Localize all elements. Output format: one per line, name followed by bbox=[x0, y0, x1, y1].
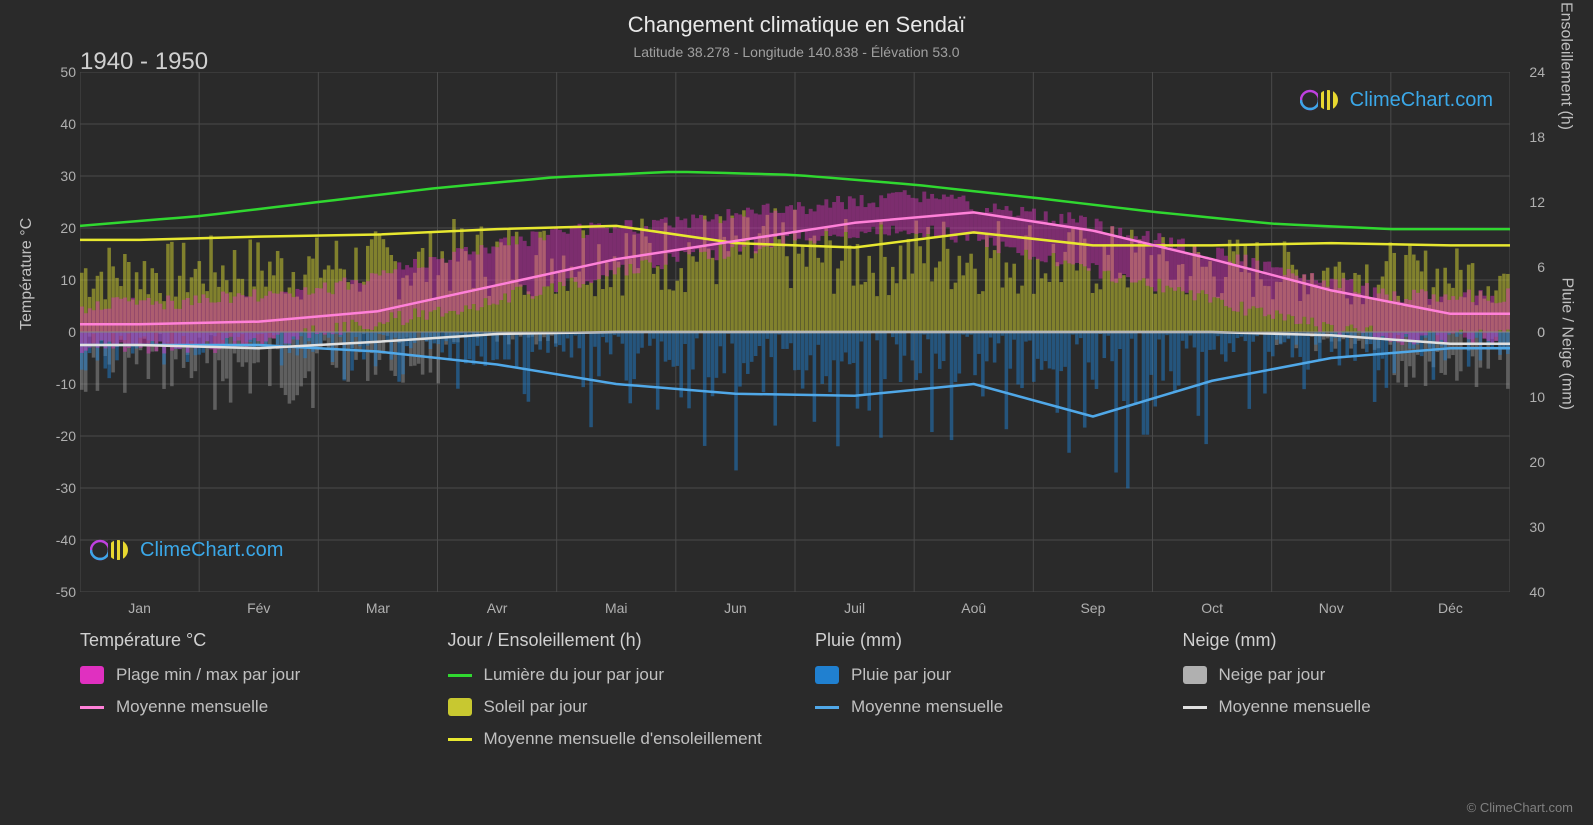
ytick-left: 20 bbox=[48, 220, 76, 236]
legend-label: Moyenne mensuelle bbox=[116, 697, 268, 717]
ytick-right-top: 24 bbox=[1529, 64, 1545, 80]
xtick: Oct bbox=[1201, 600, 1223, 616]
legend-swatch-icon bbox=[1183, 666, 1207, 684]
ytick-right-bot: 20 bbox=[1529, 454, 1545, 470]
ytick-right-bot: 10 bbox=[1529, 389, 1545, 405]
legend-line-icon bbox=[448, 674, 472, 677]
legend-label: Lumière du jour par jour bbox=[484, 665, 664, 685]
climate-chart-container: Changement climatique en Sendaï Latitude… bbox=[0, 0, 1593, 825]
legend-label: Neige par jour bbox=[1219, 665, 1326, 685]
watermark-top-right: ClimeChart.com bbox=[1300, 88, 1493, 112]
legend-item: Moyenne mensuelle bbox=[815, 697, 1143, 717]
legend-header: Pluie (mm) bbox=[815, 630, 1143, 651]
ytick-right-top: 12 bbox=[1529, 194, 1545, 210]
legend-item: Lumière du jour par jour bbox=[448, 665, 776, 685]
watermark-text: ClimeChart.com bbox=[1350, 89, 1493, 112]
legend-item: Neige par jour bbox=[1183, 665, 1511, 685]
legend-line-icon bbox=[448, 738, 472, 741]
chart-subtitle: Latitude 38.278 - Longitude 140.838 - Él… bbox=[0, 38, 1593, 60]
legend-line-icon bbox=[815, 706, 839, 709]
xtick: Juil bbox=[844, 600, 865, 616]
legend-label: Moyenne mensuelle bbox=[1219, 697, 1371, 717]
ytick-right-bot: 40 bbox=[1529, 584, 1545, 600]
xtick: Avr bbox=[487, 600, 508, 616]
y-axis-left-label: Température °C bbox=[18, 218, 36, 330]
chart-svg bbox=[80, 72, 1510, 592]
legend-item: Soleil par jour bbox=[448, 697, 776, 717]
ytick-left: 0 bbox=[48, 324, 76, 340]
ytick-left: -20 bbox=[48, 428, 76, 444]
ytick-right-top: 6 bbox=[1537, 259, 1545, 275]
xtick: Déc bbox=[1438, 600, 1463, 616]
y-axis-right-bot-label: Pluie / Neige (mm) bbox=[1557, 278, 1575, 410]
ytick-left: -30 bbox=[48, 480, 76, 496]
legend-swatch-icon bbox=[448, 698, 472, 716]
legend-column: Pluie (mm) Pluie par jour Moyenne mensuell… bbox=[815, 630, 1143, 761]
xtick: Mai bbox=[605, 600, 628, 616]
copyright: © ClimeChart.com bbox=[1467, 800, 1573, 815]
xtick: Aoû bbox=[961, 600, 986, 616]
legend-header: Jour / Ensoleillement (h) bbox=[448, 630, 776, 651]
xtick: Fév bbox=[247, 600, 270, 616]
ytick-left: -50 bbox=[48, 584, 76, 600]
chart-plot-area bbox=[80, 72, 1510, 592]
ytick-left: -10 bbox=[48, 376, 76, 392]
legend-item: Moyenne mensuelle bbox=[1183, 697, 1511, 717]
xtick: Sep bbox=[1080, 600, 1105, 616]
legend-swatch-icon bbox=[80, 666, 104, 684]
legend-column: Température °C Plage min / max par jour Mo… bbox=[80, 630, 408, 761]
ytick-left: 50 bbox=[48, 64, 76, 80]
legend: Température °C Plage min / max par jour Mo… bbox=[80, 630, 1510, 761]
watermark-text: ClimeChart.com bbox=[140, 539, 283, 562]
legend-column: Jour / Ensoleillement (h) Lumière du jour… bbox=[448, 630, 776, 761]
ytick-left: 10 bbox=[48, 272, 76, 288]
legend-label: Pluie par jour bbox=[851, 665, 951, 685]
watermark-bottom-left: ClimeChart.com bbox=[90, 538, 283, 562]
xtick: Jun bbox=[724, 600, 747, 616]
legend-line-icon bbox=[80, 706, 104, 709]
legend-item: Moyenne mensuelle bbox=[80, 697, 408, 717]
legend-column: Neige (mm) Neige par jour Moyenne mensuell… bbox=[1183, 630, 1511, 761]
xtick: Mar bbox=[366, 600, 390, 616]
legend-header: Neige (mm) bbox=[1183, 630, 1511, 651]
y-axis-right-top-label: Jour / Ensoleillement (h) bbox=[1557, 0, 1575, 130]
xtick: Nov bbox=[1319, 600, 1344, 616]
legend-line-icon bbox=[1183, 706, 1207, 709]
legend-label: Plage min / max par jour bbox=[116, 665, 300, 685]
legend-label: Moyenne mensuelle d'ensoleillement bbox=[484, 729, 762, 749]
ytick-right-top: 18 bbox=[1529, 129, 1545, 145]
legend-header: Température °C bbox=[80, 630, 408, 651]
xtick: Jan bbox=[128, 600, 151, 616]
chart-title: Changement climatique en Sendaï bbox=[0, 0, 1593, 38]
legend-item: Moyenne mensuelle d'ensoleillement bbox=[448, 729, 776, 749]
legend-item: Plage min / max par jour bbox=[80, 665, 408, 685]
ytick-left: -40 bbox=[48, 532, 76, 548]
ytick-left: 40 bbox=[48, 116, 76, 132]
ytick-right-bot: 0 bbox=[1537, 324, 1545, 340]
legend-label: Soleil par jour bbox=[484, 697, 588, 717]
legend-label: Moyenne mensuelle bbox=[851, 697, 1003, 717]
ytick-left: 30 bbox=[48, 168, 76, 184]
legend-swatch-icon bbox=[815, 666, 839, 684]
legend-item: Pluie par jour bbox=[815, 665, 1143, 685]
ytick-right-bot: 30 bbox=[1529, 519, 1545, 535]
